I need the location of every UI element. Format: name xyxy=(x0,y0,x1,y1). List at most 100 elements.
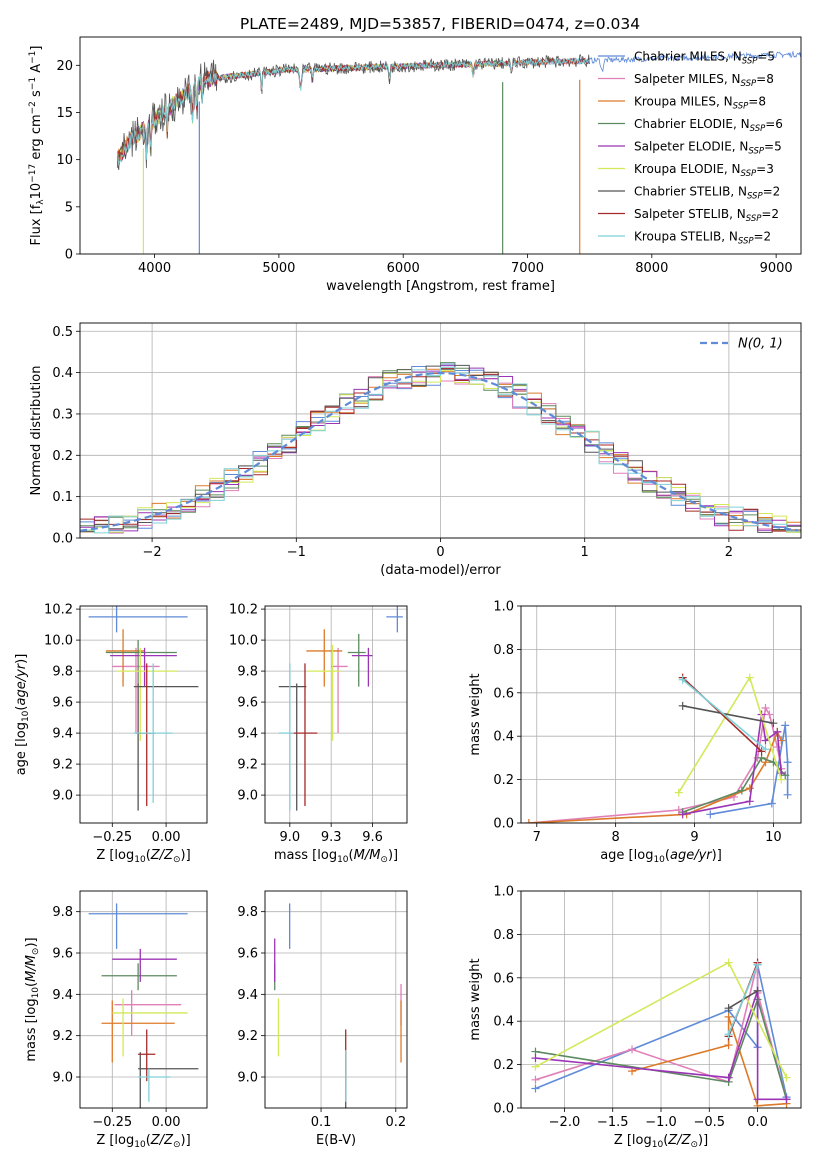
legend-label-sub: SSP xyxy=(750,124,766,134)
legend-label-count: =5 xyxy=(757,50,775,64)
legend-label-text: Kroupa MILES, N xyxy=(634,95,733,109)
weight-marker xyxy=(782,1095,791,1104)
legend-label-text: Salpeter ELODIE, N xyxy=(634,140,748,154)
legend-label-count: =3 xyxy=(756,162,774,176)
x-tick-label: 9 xyxy=(690,830,698,845)
label-part: )] xyxy=(24,937,39,947)
weight-marker xyxy=(737,786,746,795)
label-part: Z/Z xyxy=(150,1133,174,1148)
weight-marker xyxy=(753,960,762,969)
weight-series xyxy=(682,679,767,750)
weight-marker xyxy=(745,797,754,806)
weight-marker xyxy=(674,788,683,797)
legend-label-sub: SSP xyxy=(741,169,757,179)
weight-marker xyxy=(767,799,776,808)
y-tick-label: 9.4 xyxy=(237,988,258,1003)
label-part: ( xyxy=(14,706,29,711)
y-tick-label: 0.4 xyxy=(493,730,514,745)
axes-frame xyxy=(520,890,802,1109)
label-part: Flux [f xyxy=(29,204,44,245)
label-part: ( xyxy=(146,848,151,863)
plot-area xyxy=(524,673,792,823)
y-tick-label: 10.0 xyxy=(44,634,73,649)
legend-label-sub: SSP xyxy=(746,214,762,224)
x-tick-label: 0.0 xyxy=(747,1115,768,1130)
label-part: −1 xyxy=(28,77,38,90)
y-tick-label: 20 xyxy=(56,59,73,74)
x-tick-label: 6000 xyxy=(387,261,420,276)
legend-label-text: Kroupa STELIB, N xyxy=(634,230,738,244)
weight-series xyxy=(528,729,783,823)
label-part: 10 xyxy=(29,183,44,200)
age-vs-mass-panel: 9.0 9.3 9.6 9.0 9.2 9.4 9.6 9.8 10.0 10.2 mass [lo… xyxy=(229,603,408,865)
label-part: )] xyxy=(181,1133,191,1148)
weight-marker xyxy=(678,810,687,819)
legend-label-count: =2 xyxy=(763,185,781,199)
legend-label: Salpeter STELIB, NSSP=2 xyxy=(634,207,779,224)
legend-label-sub: SSP xyxy=(733,102,749,112)
x-axis-label: mass [log10(M/M⊙)] xyxy=(274,848,398,865)
y-tick-label: 9.4 xyxy=(52,988,73,1003)
y-tick-label: 9.2 xyxy=(237,758,258,773)
y-axis-label: mass weight xyxy=(468,958,483,1040)
weight-series xyxy=(535,962,788,1100)
residual-histogram-panel: −2 −1 0 1 2 0.0 0.1 0.2 0.3 0.4 0.5 (data-model)/er… xyxy=(29,322,802,578)
label-part: mass weight xyxy=(468,958,483,1040)
label-part: )] xyxy=(712,848,722,863)
plot-area xyxy=(278,606,403,811)
y-tick-label: 9.2 xyxy=(52,758,73,773)
weight-marker xyxy=(678,675,687,684)
axes-frame xyxy=(79,36,802,255)
weight-marker xyxy=(773,727,782,736)
y-tick-label: 0.5 xyxy=(52,325,73,340)
label-part: ⊙ xyxy=(173,855,181,865)
label-part: 10 xyxy=(337,855,349,865)
label-part: ⊙ xyxy=(380,855,388,865)
legend-label-count: =8 xyxy=(756,72,774,86)
weight-marker xyxy=(753,1095,762,1104)
x-axis-label: E(B-V) xyxy=(316,1133,356,1148)
y-tick-label: 0.1 xyxy=(52,490,73,505)
y-tick-label: 0.0 xyxy=(52,532,73,547)
legend-label: Kroupa ELODIE, NSSP=3 xyxy=(634,162,774,179)
y-tick-label: 9.6 xyxy=(237,947,258,962)
x-tick-label: −1.0 xyxy=(645,1115,677,1130)
label-part: ( xyxy=(24,982,39,987)
x-tick-label: 0 xyxy=(436,545,444,560)
weight-marker xyxy=(781,721,790,730)
y-tick-label: 9.4 xyxy=(237,727,258,742)
label-part: mass weight xyxy=(468,673,483,755)
weight-marker xyxy=(724,1012,733,1021)
x-tick-label: 2 xyxy=(725,545,733,560)
label-part: age/yr xyxy=(14,662,29,705)
plot-area xyxy=(88,903,199,1108)
x-tick-label: 0.00 xyxy=(152,1115,181,1130)
x-tick-label: 0.2 xyxy=(385,1115,406,1130)
axes-frame xyxy=(520,605,802,824)
age-vs-metallicity-panel: −0.25 0.009.09.29.49.69.810.010.2Z [log10… xyxy=(14,603,208,865)
axes-frame xyxy=(264,890,408,1109)
weight-marker xyxy=(769,719,778,728)
y-tick-label: 9.2 xyxy=(237,1029,258,1044)
weight-series xyxy=(528,705,783,823)
x-axis-label: wavelength [Angstrom, rest frame] xyxy=(326,279,555,294)
legend-label: Chabrier STELIB, NSSP=2 xyxy=(634,185,780,202)
y-tick-label: 9.8 xyxy=(52,905,73,920)
series-line xyxy=(116,57,588,160)
mass-vs-reddening-panel: 0.1 0.2 9.0 9.2 9.4 9.6 9.8 E(B-V) xyxy=(237,890,408,1148)
label-part: )] xyxy=(181,848,191,863)
x-tick-label: 4000 xyxy=(138,261,171,276)
weight-marker xyxy=(524,819,533,823)
plot-area xyxy=(274,903,402,1108)
label-part: ⊙ xyxy=(31,948,41,956)
label-part: age [log xyxy=(600,848,653,863)
x-axis-label: Z [log10(Z/Z⊙)] xyxy=(614,1133,708,1150)
axes-frame xyxy=(79,322,802,539)
label-part: 10 xyxy=(31,987,41,999)
x-tick-label: 7000 xyxy=(511,261,544,276)
label-part: 10 xyxy=(134,1140,146,1150)
label-part: )] xyxy=(698,1133,708,1148)
massweight-vs-metallicity-panel: −2.0 −1.5 −1.0 −0.5 0.0 0.0 0.2 0.4 0.6 0.8 1.0 mas… xyxy=(468,885,802,1150)
weight-marker xyxy=(724,1030,733,1039)
legend-label: N(0, 1) xyxy=(738,337,783,352)
